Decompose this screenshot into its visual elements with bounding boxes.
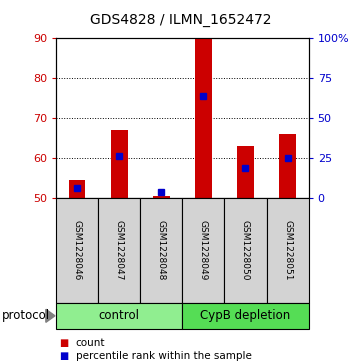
Text: GSM1228049: GSM1228049 (199, 220, 208, 281)
Bar (153, 196, 170, 198)
Text: protocol: protocol (2, 309, 50, 322)
Text: GSM1228048: GSM1228048 (157, 220, 166, 281)
Bar (111, 130, 127, 198)
Text: percentile rank within the sample: percentile rank within the sample (76, 351, 252, 361)
Text: GSM1228047: GSM1228047 (115, 220, 123, 281)
Bar (237, 146, 254, 198)
Text: GSM1228051: GSM1228051 (283, 220, 292, 281)
Text: GSM1228046: GSM1228046 (73, 220, 82, 281)
Polygon shape (46, 309, 55, 322)
Text: control: control (99, 309, 140, 322)
Text: GSM1228050: GSM1228050 (241, 220, 250, 281)
Bar (279, 134, 296, 198)
Bar (69, 180, 86, 198)
Text: ■: ■ (60, 338, 69, 348)
Bar (195, 38, 212, 198)
Text: ■: ■ (60, 351, 69, 361)
Text: CypB depletion: CypB depletion (200, 309, 291, 322)
Text: count: count (76, 338, 105, 348)
Text: GDS4828 / ILMN_1652472: GDS4828 / ILMN_1652472 (90, 13, 271, 27)
